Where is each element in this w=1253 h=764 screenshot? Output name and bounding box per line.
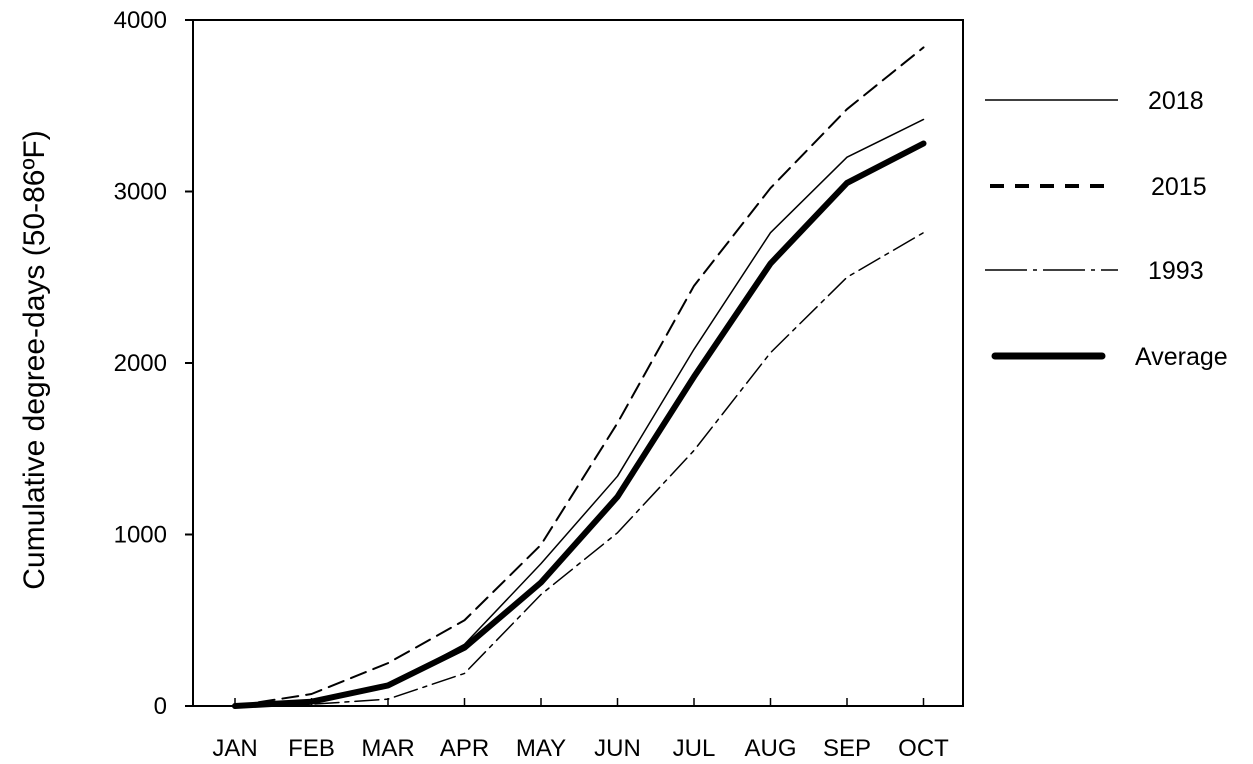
y-tick-label: 2000 [114, 350, 167, 377]
x-tick-label: FEB [288, 735, 335, 762]
series-line-2015 [234, 46, 925, 707]
y-axis-label: Cumulative degree-days (50-86ºF) [18, 130, 51, 590]
legend-label-2015: 2015 [1151, 173, 1207, 201]
plot-area [232, 46, 927, 709]
x-tick-label: OCT [898, 735, 949, 762]
x-tick-label: AUG [744, 735, 796, 762]
legend: 2018 2015 1993 Average [985, 87, 1228, 371]
series-line-average [232, 140, 927, 709]
x-tick-label: MAR [361, 735, 414, 762]
series-line-1993 [234, 231, 925, 707]
legend-label-2018: 2018 [1148, 87, 1204, 115]
legend-label-average: Average [1135, 343, 1228, 371]
x-tick-label: MAY [516, 735, 566, 762]
x-tick-label: JAN [212, 735, 257, 762]
y-tick-label: 4000 [114, 7, 167, 34]
x-tick-label: APR [440, 735, 489, 762]
y-tick-label: 0 [154, 693, 167, 720]
legend-label-1993: 1993 [1148, 257, 1204, 285]
x-tick-label: JUL [673, 735, 716, 762]
axes: 0 1000 2000 3000 4000 JAN FEB MAR APR MAY JUN JUL AU… [114, 7, 964, 762]
plot-frame [192, 19, 964, 707]
y-tick-label: 3000 [114, 179, 167, 206]
x-tick-label: SEP [823, 735, 871, 762]
y-tick-label: 1000 [114, 522, 167, 549]
x-tick-label: JUN [594, 735, 641, 762]
